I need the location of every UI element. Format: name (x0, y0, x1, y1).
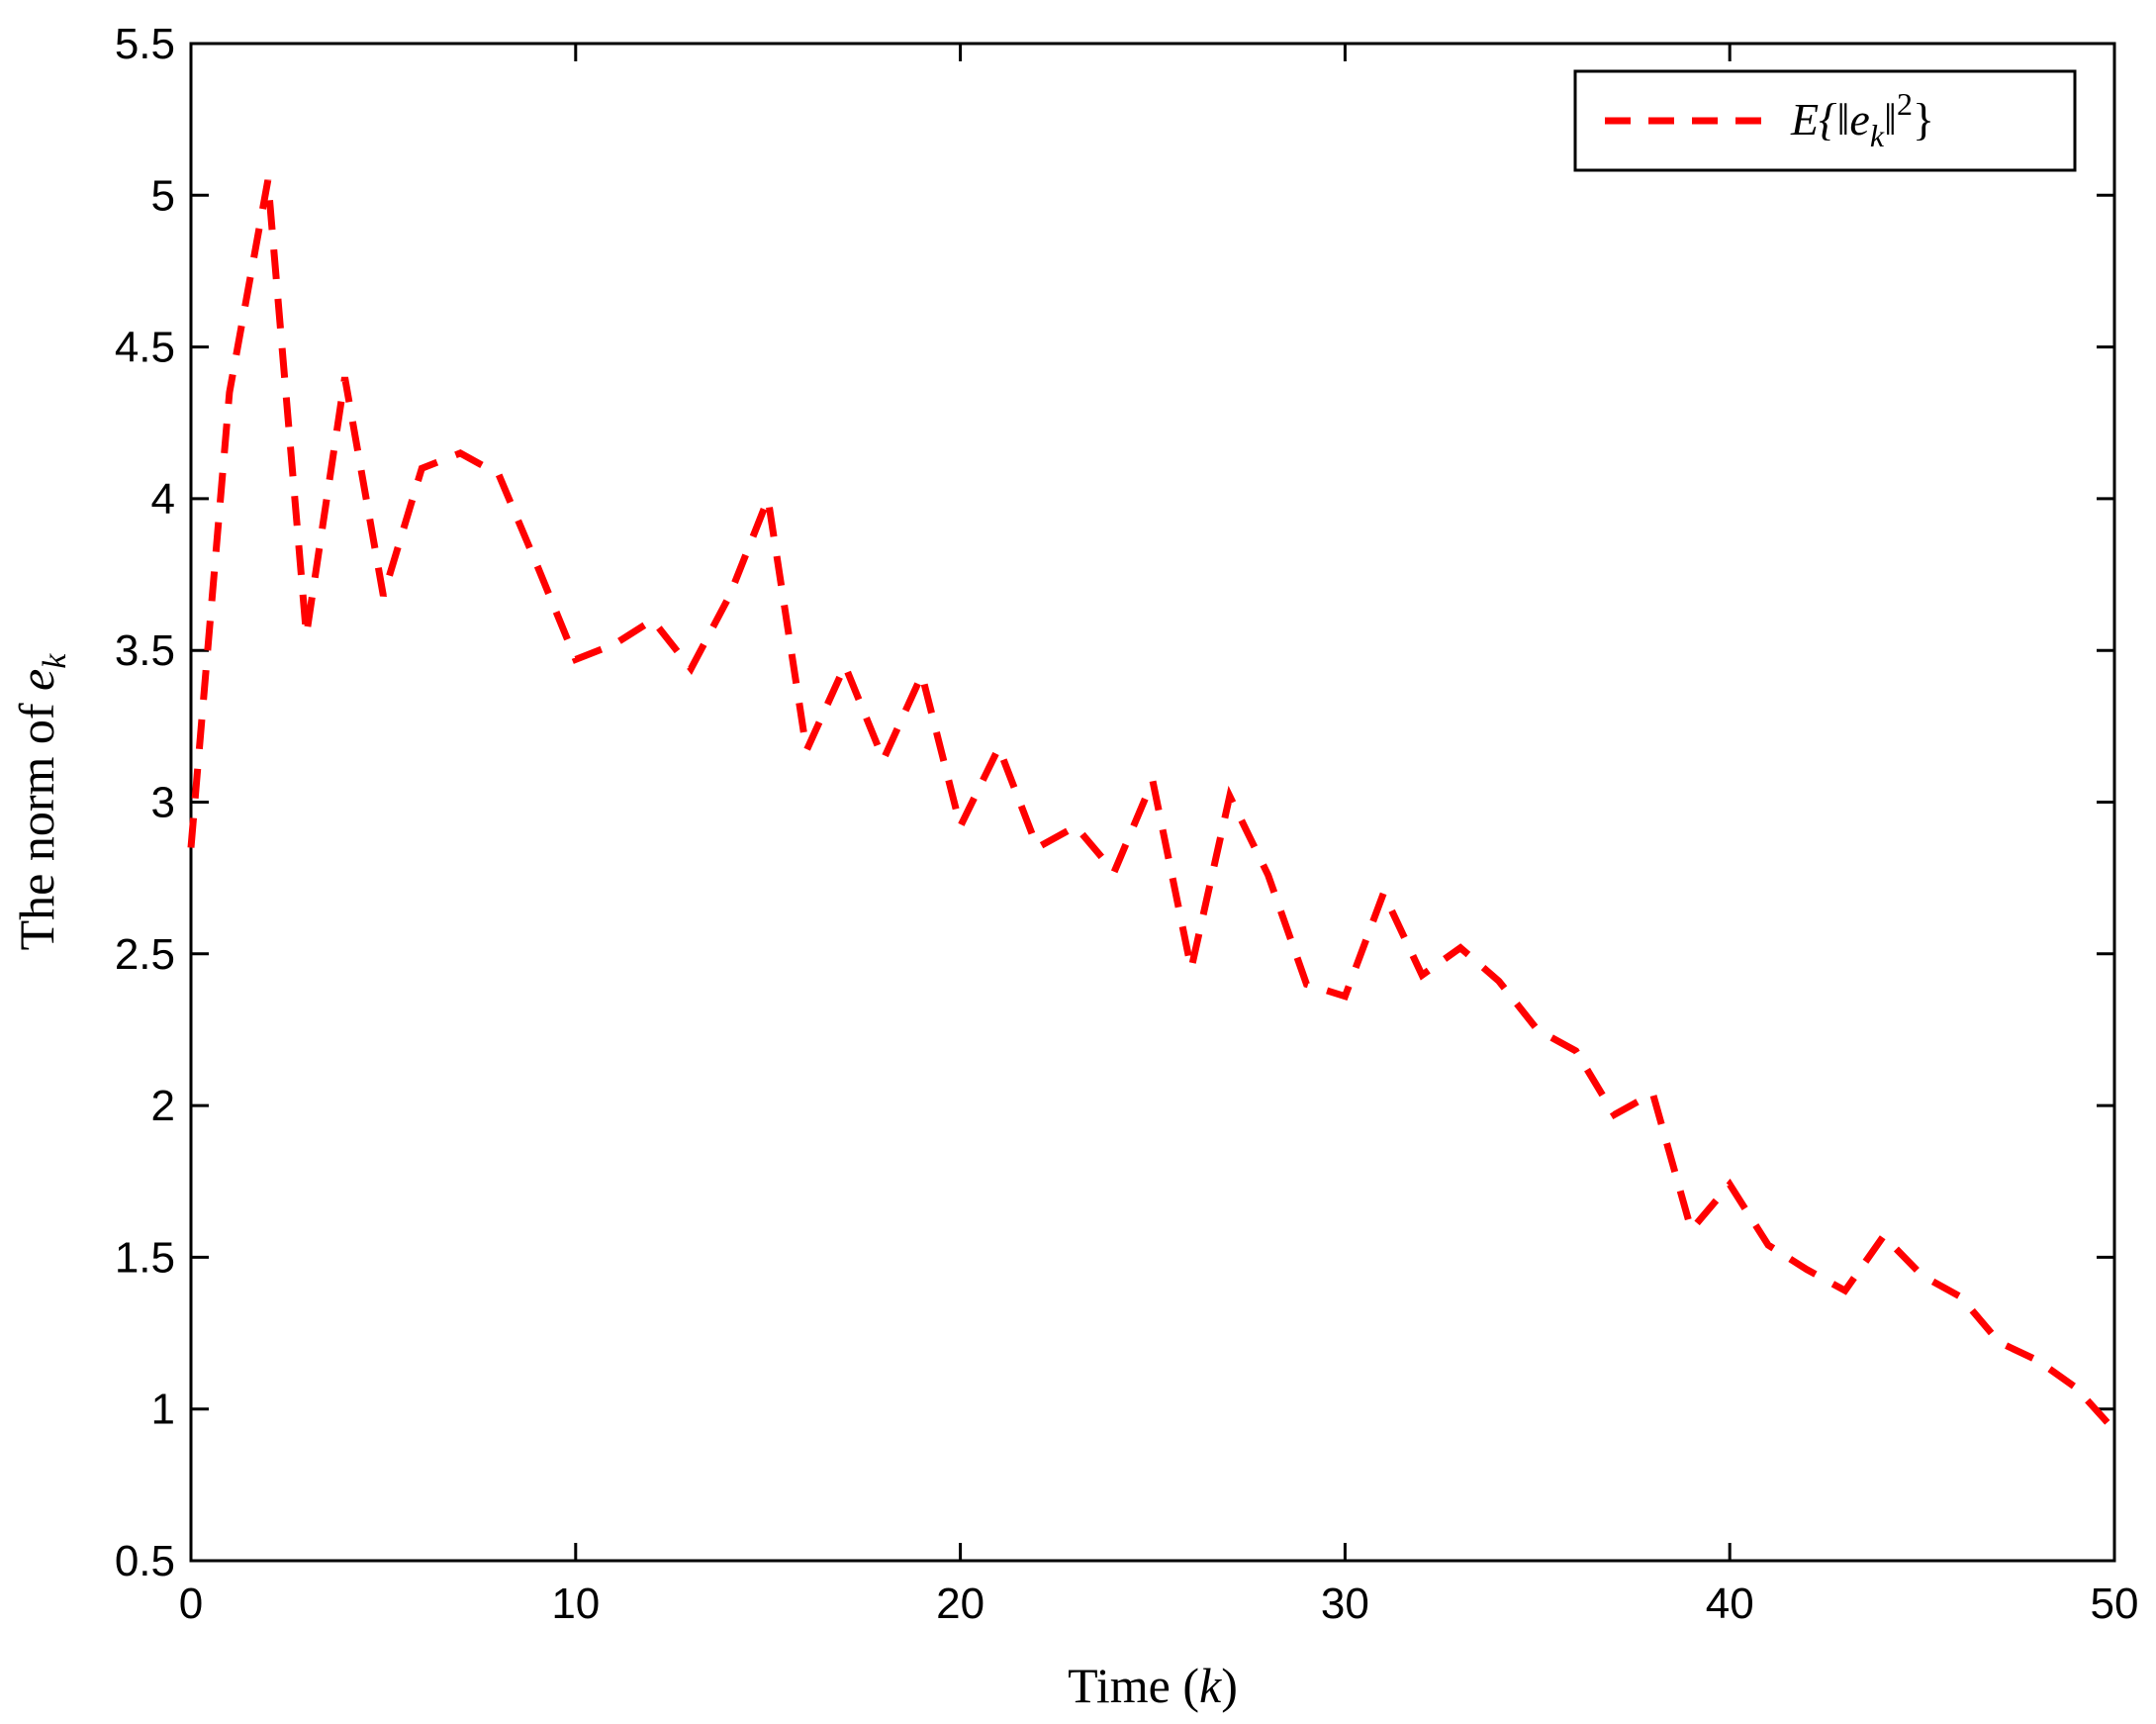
y-tick-label: 3.5 (115, 626, 175, 675)
x-tick-label: 30 (1321, 1580, 1369, 1628)
y-tick-label: 4 (151, 475, 175, 524)
legend-label-main: E{‖e (1790, 94, 1870, 144)
x-tick-label: 0 (179, 1580, 203, 1628)
legend: E{‖ek‖2} (1573, 69, 2077, 172)
x-axis-ticks: 0 10 20 30 40 50 (179, 44, 2139, 1628)
x-axis-label: Time (k) (1068, 1658, 1238, 1713)
y-tick-label: 1.5 (115, 1233, 175, 1282)
legend-label-sup: 2 (1897, 86, 1913, 122)
legend-label-close: } (1913, 94, 1934, 144)
legend-label: E{‖ek‖2} (1790, 86, 1934, 153)
y-tick-label: 3 (151, 779, 175, 827)
x-axis-label-var: k (1199, 1658, 1222, 1713)
legend-label-tail: ‖ (1884, 94, 1897, 144)
legend-label-sub: k (1870, 118, 1885, 153)
x-tick-label: 50 (2091, 1580, 2139, 1628)
y-axis-label-var: e (9, 669, 64, 691)
y-tick-label: 4.5 (115, 324, 175, 372)
plot-area-frame (189, 42, 2116, 1563)
y-tick-label: 1 (151, 1386, 175, 1434)
y-tick-label: 2.5 (115, 930, 175, 979)
y-axis-label-main: The norm of (9, 703, 64, 950)
x-tick-label: 40 (1706, 1580, 1754, 1628)
x-tick-label: 10 (551, 1580, 600, 1628)
y-tick-label: 5.5 (115, 20, 175, 68)
y-tick-label: 5 (151, 171, 175, 220)
y-axis-ticks: 0.5 1 1.5 2 2.5 3 3.5 4 4.5 5 5.5 (115, 20, 2114, 1585)
y-axis-label-sub: k (37, 653, 73, 669)
series-layer (187, 179, 2117, 1433)
x-axis-label-main: Time (1068, 1658, 1171, 1713)
x-tick-label: 20 (936, 1580, 984, 1628)
y-tick-label: 2 (151, 1082, 175, 1130)
y-tick-label: 0.5 (115, 1537, 175, 1585)
y-axis-label: The norm of ek (9, 653, 73, 951)
series-line (187, 179, 2117, 1433)
